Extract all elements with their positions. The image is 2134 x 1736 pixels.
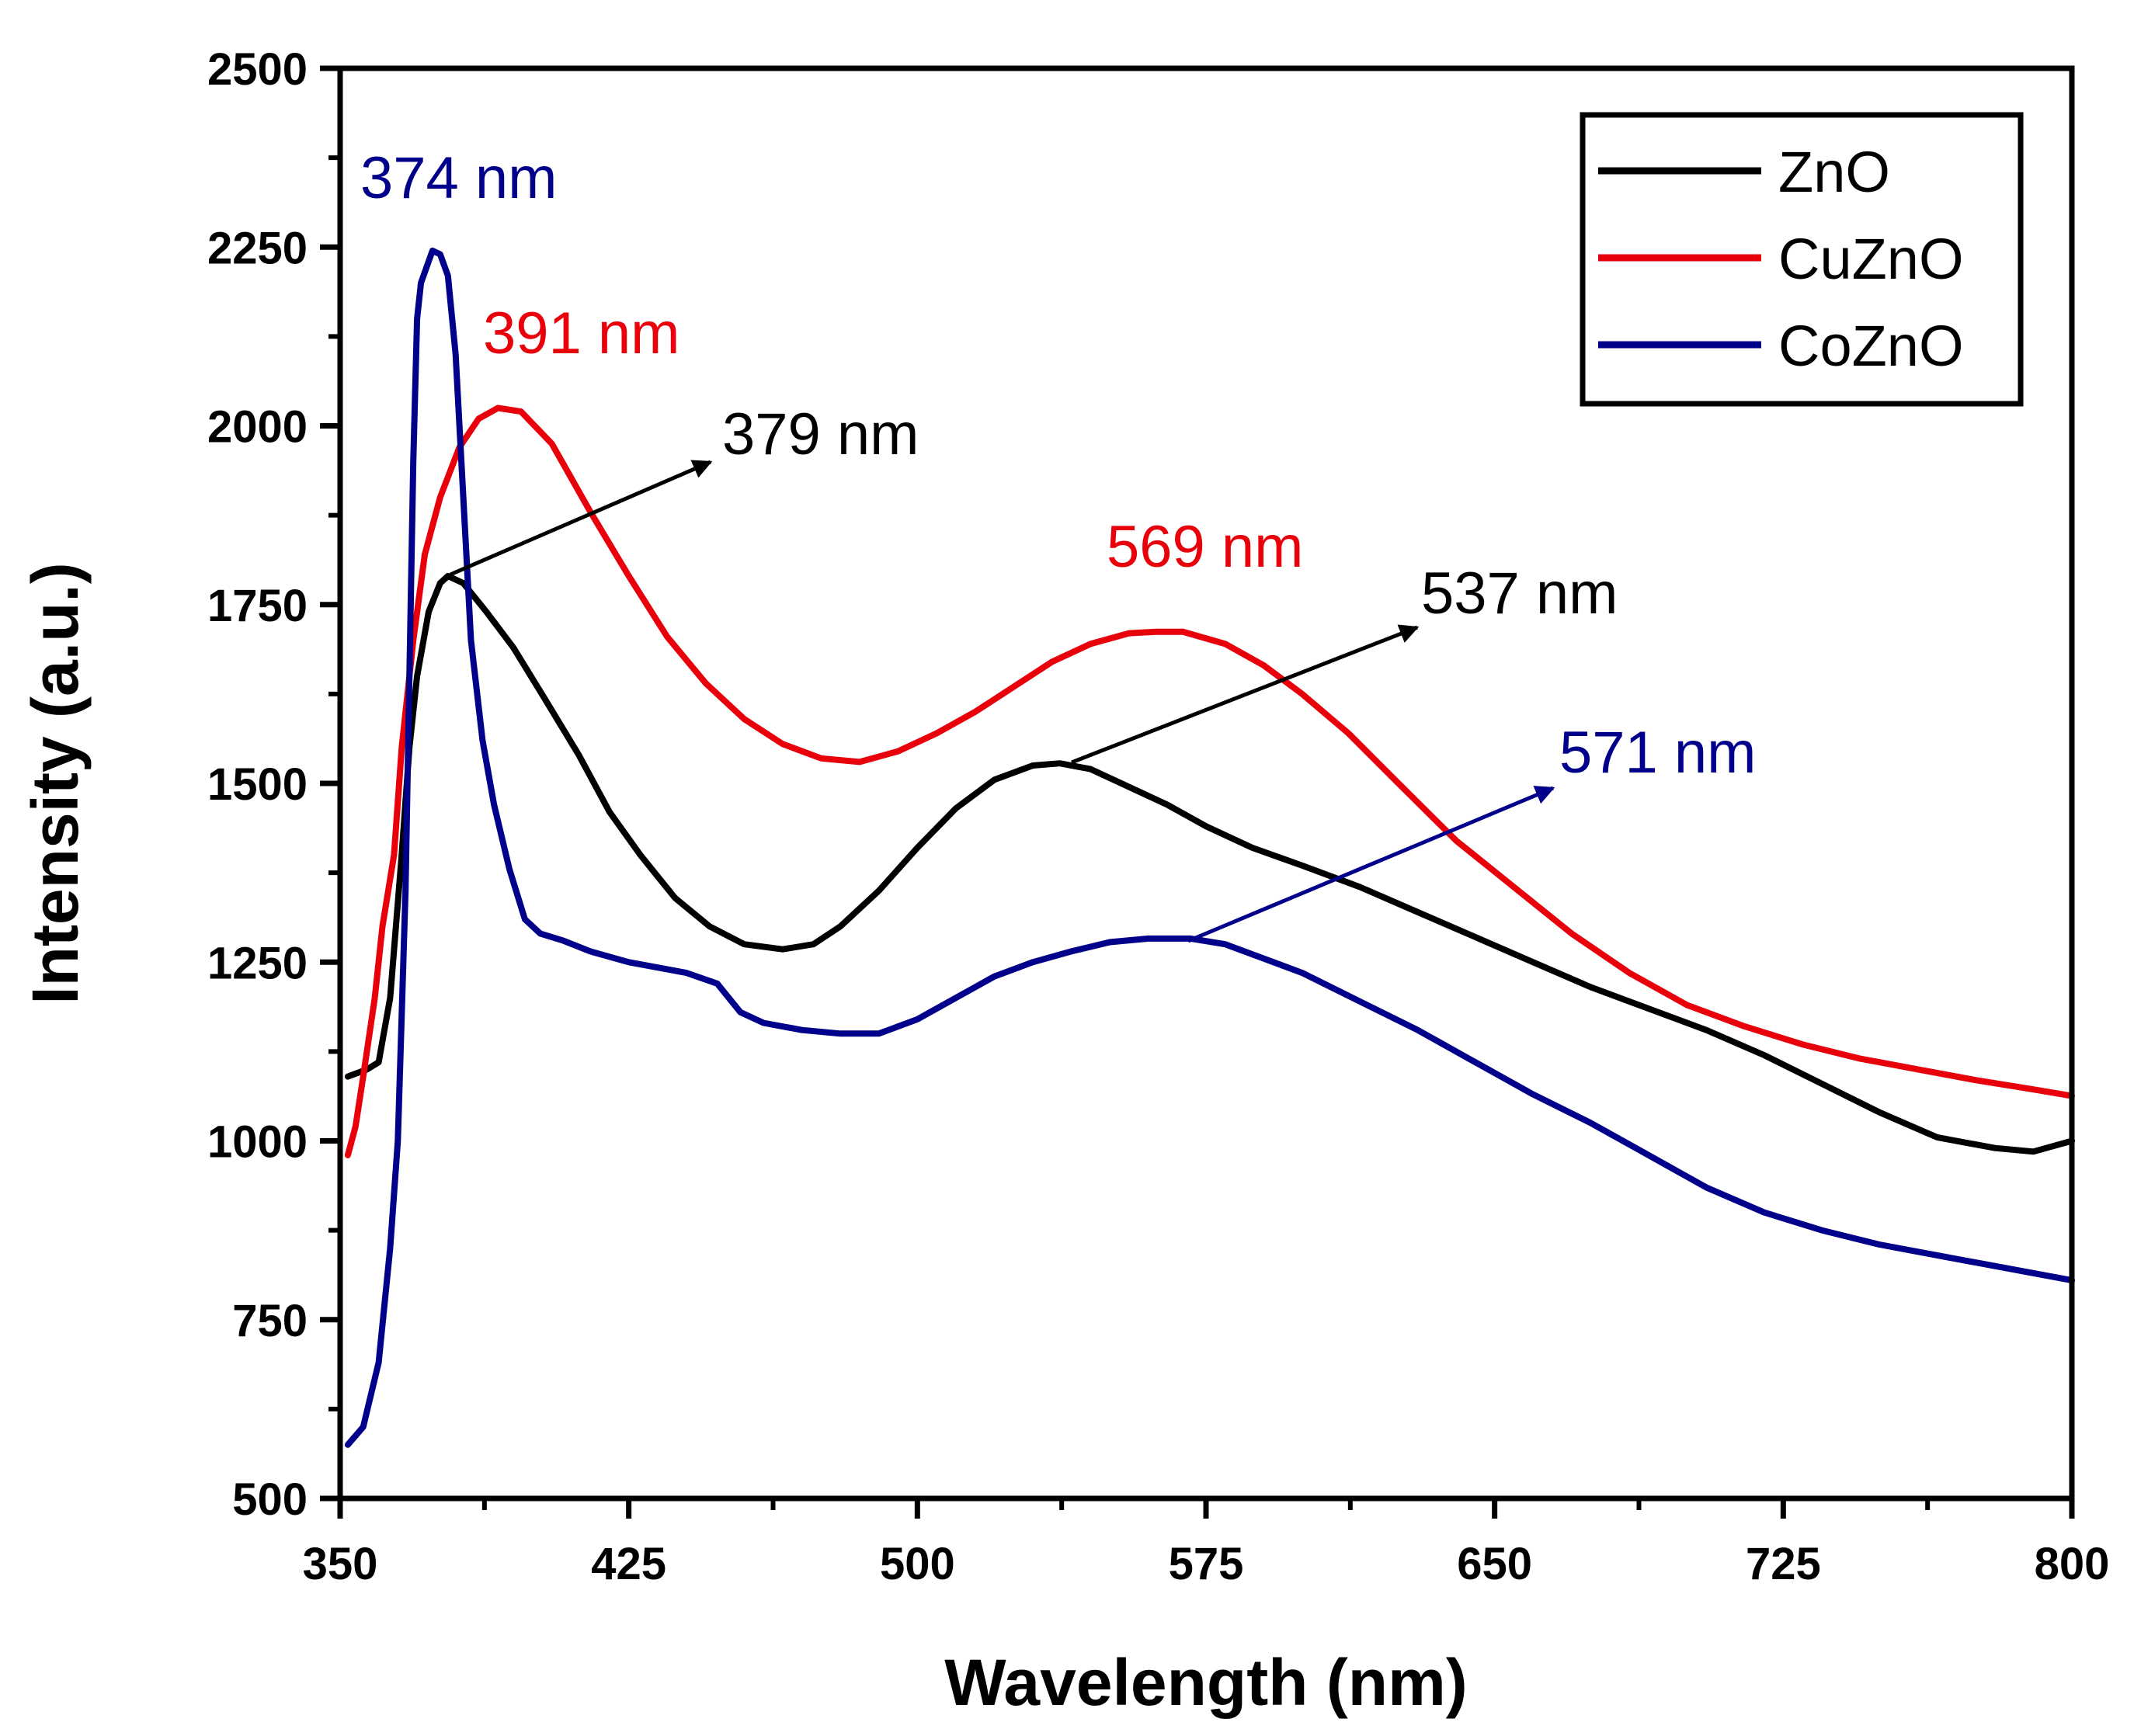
x-tick-label: 500 — [880, 1539, 955, 1589]
peak-annotation-label: 374 nm — [360, 145, 558, 211]
x-tick-label: 650 — [1457, 1539, 1532, 1589]
y-tick-label: 2250 — [207, 223, 308, 273]
series-line-zno — [344, 572, 2075, 1155]
legend-label: CoZnO — [1778, 314, 1964, 378]
x-tick-label: 350 — [303, 1539, 378, 1589]
x-tick-label: 725 — [1746, 1539, 1821, 1589]
peak-annotation-label: 379 nm — [722, 401, 919, 467]
y-tick-label: 2000 — [207, 402, 308, 453]
y-tick-label: 1500 — [207, 759, 308, 810]
legend-label: ZnO — [1778, 140, 1890, 204]
legend-label: CuZnO — [1778, 227, 1964, 291]
y-tick-label: 1750 — [207, 581, 308, 631]
annotation-arrow — [450, 460, 713, 577]
y-tick-label: 2500 — [207, 44, 308, 95]
series-layer — [344, 247, 2075, 1448]
annotation-arrow — [1187, 786, 1555, 943]
y-tick-label: 1000 — [207, 1117, 308, 1168]
peak-annotation-label: 537 nm — [1421, 561, 1618, 627]
y-axis-title: Intensity (a.u.) — [19, 562, 92, 1004]
x-tick-label: 800 — [2035, 1539, 2110, 1589]
series-line-cuzno — [344, 404, 2075, 1158]
axis-ticks: 350 425 500 575 650 725 800 500 750 1000 1250 1500 1… — [207, 44, 2109, 1589]
peak-annotations: 374 nm 391 nm 379 nm 569 nm 537 nm 571 nm — [360, 145, 1757, 943]
peak-annotation-label: 569 nm — [1107, 514, 1304, 580]
legend: ZnO CuZnO CoZnO — [1580, 112, 2024, 407]
y-tick-label: 750 — [232, 1296, 308, 1346]
y-tick-label: 1250 — [207, 938, 308, 988]
peak-annotation-label: 571 nm — [1559, 720, 1757, 786]
x-tick-label: 575 — [1169, 1539, 1244, 1589]
y-tick-label: 500 — [232, 1474, 308, 1525]
x-axis-title: Wavelength (nm) — [944, 1646, 1468, 1719]
x-tick-label: 425 — [591, 1539, 666, 1589]
peak-annotation-label: 391 nm — [483, 300, 680, 366]
annotation-arrow — [1071, 624, 1420, 765]
series-line-cozno — [344, 247, 2075, 1448]
